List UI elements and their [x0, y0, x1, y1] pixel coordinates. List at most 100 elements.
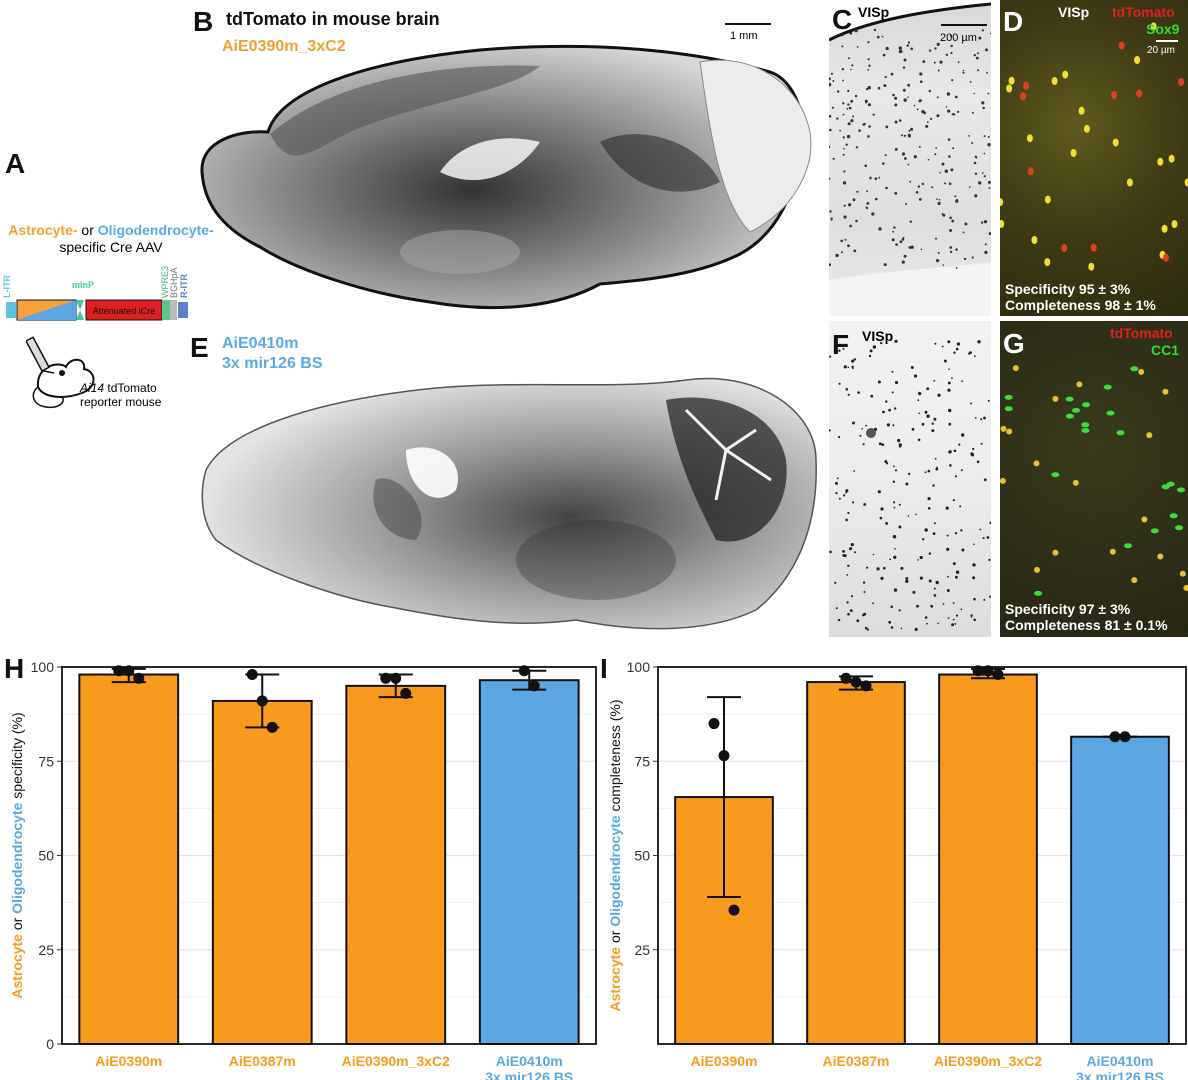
construct-e-line1: AiE0410m — [222, 335, 299, 352]
cell-dot — [1124, 543, 1132, 549]
cell-dot — [962, 69, 965, 72]
data-point — [266, 721, 278, 733]
plot-frame — [61, 666, 597, 1045]
cell-dot — [1090, 243, 1097, 252]
cell-dot — [962, 71, 965, 74]
cell-dot — [867, 41, 870, 44]
cell-dot — [924, 528, 928, 532]
construct-e: AiE0410m 3x mir126 BS — [222, 334, 323, 374]
cell-dot — [909, 180, 912, 183]
cell-dot — [981, 221, 984, 224]
cell-dot — [1072, 407, 1080, 413]
vector-caption: Astrocyte- or Oligodendrocyte- specific … — [2, 222, 220, 256]
cell-dot — [843, 215, 847, 219]
cell-dot — [951, 623, 955, 627]
cell-dot — [829, 82, 832, 87]
y-tick-label: 25 — [38, 942, 54, 958]
cell-dot — [983, 152, 986, 155]
cell-dot — [944, 182, 947, 185]
cell-dot — [869, 177, 872, 180]
cell-dot — [935, 237, 937, 240]
cell-dot — [867, 58, 870, 61]
panel-label-a: A — [5, 148, 26, 179]
cell-dot — [973, 92, 975, 95]
cell-dot — [1026, 134, 1033, 143]
y-tick-label: 75 — [634, 753, 650, 769]
cell-dot — [866, 190, 868, 193]
cell-dot — [893, 226, 896, 229]
cell-dot — [986, 71, 988, 74]
cell-dot — [964, 222, 968, 226]
cell-dot — [917, 438, 921, 442]
cell-dot — [955, 347, 959, 351]
cell-dot — [984, 250, 988, 254]
cell-dot — [957, 61, 960, 64]
cell-dot — [907, 83, 911, 87]
cell-dot — [901, 134, 903, 137]
cell-dot — [892, 480, 895, 483]
cell-dot — [972, 576, 976, 580]
cell-dot — [851, 367, 854, 369]
cell-dot — [1150, 22, 1157, 31]
cell-dot — [947, 575, 949, 578]
cell-dot — [937, 201, 941, 205]
cell-dot — [988, 232, 991, 236]
cell-dot — [881, 35, 884, 38]
data-point — [133, 672, 145, 684]
cell-dot — [843, 170, 846, 173]
caption-oligodendrocyte: Oligodendrocyte- — [97, 222, 214, 238]
cell-dot — [903, 58, 907, 62]
panel-b-title: tdTomato in mouse brain — [226, 9, 440, 29]
cell-dot — [1012, 365, 1019, 372]
cell-dot — [850, 68, 852, 71]
cell-dot — [978, 36, 982, 40]
cell-dot — [971, 142, 974, 144]
cell-dot — [843, 365, 847, 369]
cell-dot — [948, 155, 951, 158]
cell-dot — [901, 260, 905, 264]
cell-dot — [863, 503, 867, 506]
cell-dot — [924, 471, 927, 474]
cell-dot — [973, 54, 976, 57]
cell-dot — [988, 558, 991, 561]
cell-dot — [830, 72, 833, 75]
cell-dot — [1008, 76, 1015, 85]
cell-dot — [959, 505, 962, 508]
cell-dot — [982, 106, 985, 110]
cell-dot — [950, 51, 953, 55]
cell-dot — [955, 570, 960, 574]
cell-dot — [919, 80, 923, 83]
cell-dot — [892, 230, 895, 233]
cell-dot — [954, 195, 957, 198]
cell-dot — [962, 231, 965, 234]
cell-dot — [947, 388, 951, 392]
cell-dot — [865, 206, 868, 209]
cell-dot — [943, 359, 947, 363]
cell-dot — [917, 399, 920, 402]
data-point — [860, 680, 872, 692]
cell-dot — [885, 46, 889, 51]
cell-dot — [1044, 195, 1051, 204]
cell-dot — [941, 162, 945, 166]
cell-dot — [846, 107, 849, 110]
cell-dot — [850, 119, 854, 123]
cell-dot — [843, 204, 846, 207]
data-point — [1119, 731, 1131, 743]
cell-dot — [1088, 262, 1095, 271]
cell-dot — [905, 203, 908, 205]
data-point — [728, 904, 740, 916]
cell-dot — [1162, 253, 1169, 262]
cell-dot — [1076, 381, 1083, 388]
cell-dot — [848, 106, 852, 110]
cell-dot — [934, 47, 937, 50]
cell-dot — [1141, 516, 1148, 523]
cell-dot — [900, 566, 904, 570]
cell-dot — [960, 469, 963, 472]
cell-dot — [904, 157, 907, 160]
cell-dot — [866, 566, 869, 569]
cell-dot — [903, 134, 907, 137]
cell-dot — [891, 391, 894, 394]
data-point — [1109, 731, 1121, 743]
cell-dot — [885, 125, 889, 129]
cell-dot — [864, 626, 868, 630]
